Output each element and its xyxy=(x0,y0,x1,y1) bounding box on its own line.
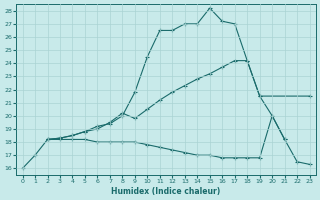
X-axis label: Humidex (Indice chaleur): Humidex (Indice chaleur) xyxy=(111,187,221,196)
